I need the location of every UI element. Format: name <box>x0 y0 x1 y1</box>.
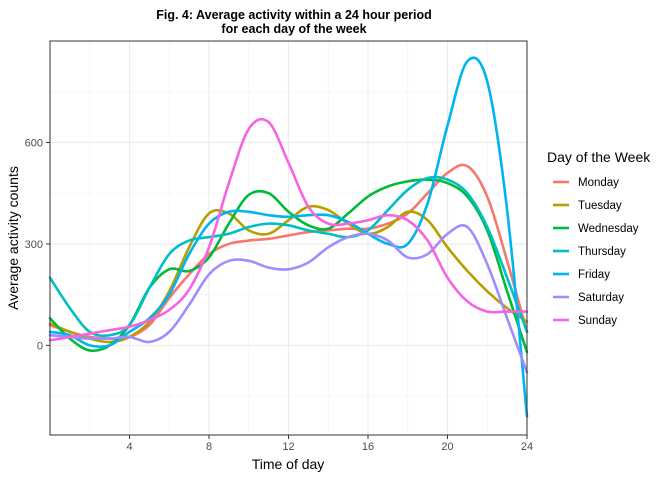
y-tick-label: 0 <box>37 340 43 352</box>
x-tick-label: 12 <box>282 441 294 453</box>
x-axis-title: Time of day <box>252 456 325 472</box>
series-line-thursday <box>48 175 529 338</box>
legend-label-friday: Friday <box>578 269 610 281</box>
series-line-saturday <box>48 224 529 374</box>
chart-title-line2: for each day of the week <box>221 22 366 36</box>
x-tick-label: 24 <box>521 441 533 453</box>
legend-label-sunday: Sunday <box>578 315 617 327</box>
y-axis-ticks: 0 300 600 <box>25 137 50 352</box>
y-axis-title: Average activity counts <box>5 166 21 310</box>
legend-label-wednesday: Wednesday <box>578 223 639 235</box>
y-tick-label: 300 <box>25 239 43 251</box>
x-tick-label: 8 <box>206 441 212 453</box>
chart-title-line1: Fig. 4: Average activity within a 24 hou… <box>156 8 432 22</box>
legend-label-monday: Monday <box>578 177 619 189</box>
legend-title: Day of the Week <box>547 149 651 165</box>
legend-label-tuesday: Tuesday <box>578 200 622 212</box>
legend-label-thursday: Thursday <box>578 246 626 258</box>
x-tick-label: 4 <box>126 441 132 453</box>
x-tick-label: 16 <box>362 441 374 453</box>
series-line-friday <box>48 56 529 418</box>
y-tick-label: 600 <box>25 137 43 149</box>
series-line-sunday <box>48 117 529 342</box>
series-lines <box>48 56 529 418</box>
legend: Day of the Week Monday Tuesday Wednesday Th… <box>547 149 651 327</box>
x-axis-ticks: 4 8 12 16 20 24 <box>126 435 533 453</box>
x-tick-label: 20 <box>441 441 453 453</box>
legend-label-saturday: Saturday <box>578 292 624 304</box>
